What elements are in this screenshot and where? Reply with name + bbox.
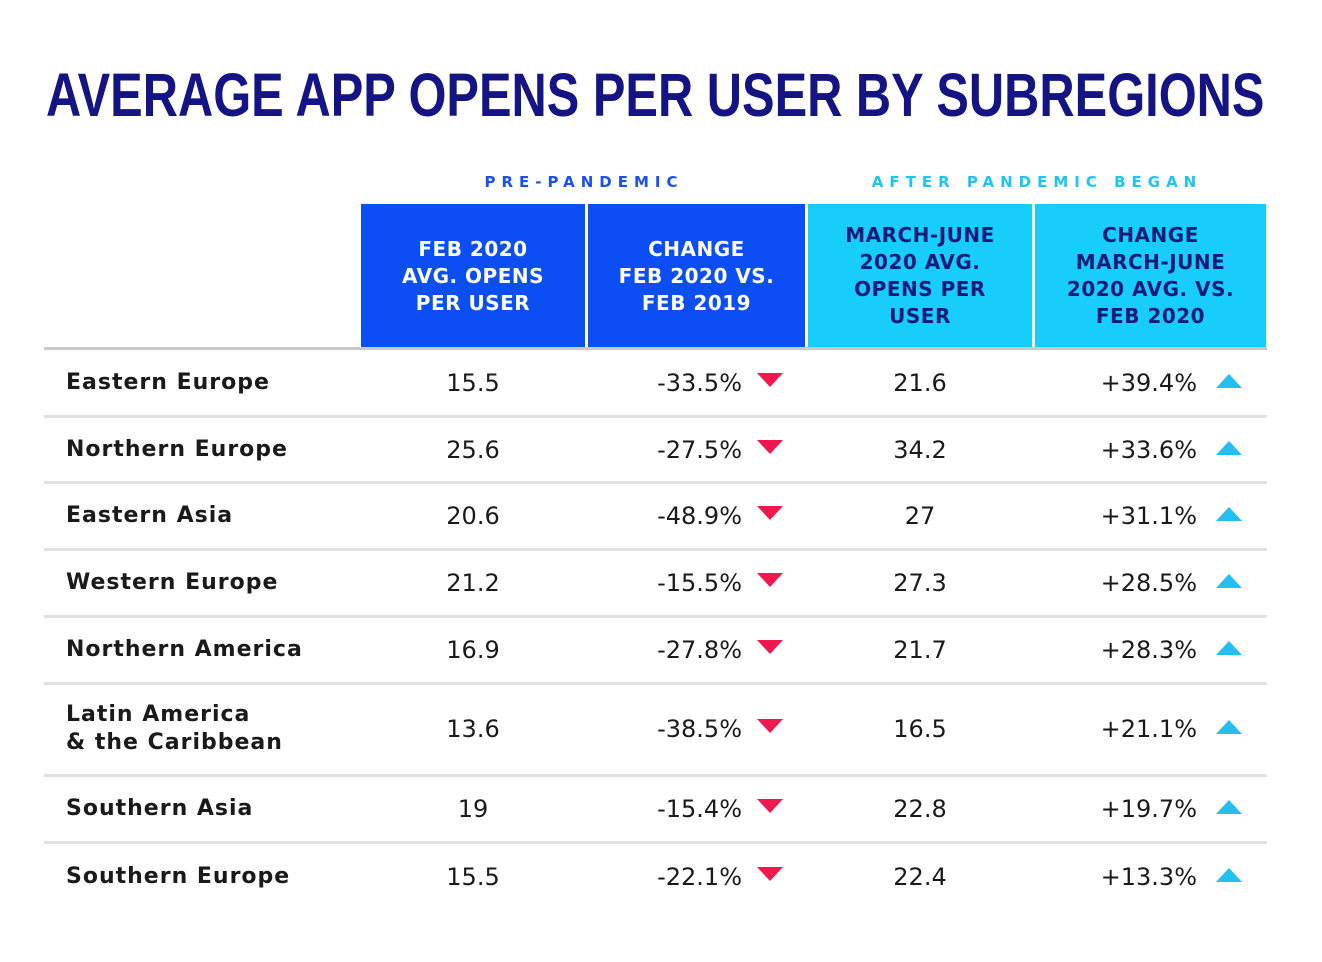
change-march-june-value: +31.1% (1100, 501, 1197, 530)
down-triangle-icon (757, 798, 783, 813)
feb-2020-avg-value: 20.6 (446, 501, 500, 530)
row-divider (44, 774, 1267, 777)
region-name: Southern Europe (66, 864, 291, 889)
table-row: Northern Europe 25.6 -27.5% 34.2 +33.6% (44, 417, 1267, 482)
down-triangle-icon (757, 867, 783, 881)
march-june-avg-value: 21.7 (893, 635, 947, 664)
down-triangle-icon (757, 572, 783, 587)
row-divider (44, 615, 1267, 618)
up-triangle-icon (1216, 440, 1242, 455)
feb-2020-avg-value: 15.5 (446, 863, 500, 891)
march-june-avg-value: 16.5 (893, 715, 947, 743)
feb-2020-avg-value: 21.2 (446, 568, 500, 597)
table-row: Western Europe 21.2 -15.5% 27.3 +28.5% (44, 550, 1267, 615)
up-triangle-icon (1216, 799, 1242, 814)
table-row: Eastern Asia 20.6 -48.9% 27 +31.1% (44, 483, 1267, 548)
march-june-avg-value: 22.8 (893, 794, 947, 823)
region-name: Northern America (66, 636, 303, 662)
down-triangle-icon (757, 719, 783, 733)
change-march-june-value: +13.3% (1100, 863, 1197, 891)
table-row: Northern America 16.9 -27.8% 21.7 +28.3% (44, 617, 1267, 682)
up-triangle-icon (1216, 506, 1242, 521)
page-title: AVERAGE APP OPENS PER USER BY SUBREGIONS (46, 61, 1265, 129)
change-feb-value: -27.8% (657, 635, 742, 664)
feb-2020-avg-value: 16.9 (446, 635, 500, 664)
region-name: Eastern Asia (66, 502, 234, 528)
down-triangle-icon (757, 439, 783, 454)
change-march-june-value: +39.4% (1100, 369, 1197, 397)
group-label-pre-pandemic: PRE-PANDEMIC (484, 173, 684, 191)
region-name: Eastern Europe (66, 370, 270, 395)
feb-2020-avg-value: 25.6 (446, 435, 500, 464)
column-header-change-feb: CHANGE FEB 2020 VS. FEB 2019 (588, 204, 805, 348)
change-march-june-value: +19.7% (1100, 794, 1197, 823)
down-triangle-icon (757, 639, 783, 654)
change-march-june-value: +21.1% (1100, 715, 1197, 743)
row-divider (44, 841, 1267, 844)
change-march-june-value: +33.6% (1100, 435, 1197, 464)
feb-2020-avg-value: 13.6 (446, 715, 500, 743)
change-feb-value: -15.4% (657, 794, 742, 823)
change-feb-value: -22.1% (657, 863, 742, 891)
table-row: Eastern Europe 15.5 -33.5% 21.6 +39.4% (44, 350, 1267, 416)
header-divider (44, 347, 1267, 350)
march-june-avg-value: 27 (904, 501, 936, 530)
row-divider (44, 481, 1267, 484)
table-row: Latin America & the Caribbean 13.6 -38.5% 1… (44, 684, 1267, 774)
down-triangle-icon (757, 373, 783, 387)
row-divider (44, 415, 1267, 418)
up-triangle-icon (1216, 573, 1242, 588)
up-triangle-icon (1216, 720, 1242, 734)
up-triangle-icon (1216, 868, 1242, 882)
column-header-change-march-june: CHANGE MARCH-JUNE 2020 AVG. VS. FEB 2020 (1035, 204, 1266, 348)
feb-2020-avg-value: 19 (457, 794, 489, 823)
down-triangle-icon (757, 505, 783, 520)
region-name: Latin America & the Caribbean (66, 702, 283, 755)
region-name: Western Europe (66, 569, 279, 595)
column-header-march-june-avg: MARCH-JUNE 2020 AVG. OPENS PER USER (808, 204, 1032, 348)
march-june-avg-value: 22.4 (893, 863, 947, 891)
change-feb-value: -38.5% (657, 715, 742, 743)
change-feb-value: -27.5% (657, 435, 742, 464)
column-header-feb-2020-avg: FEB 2020 AVG. OPENS PER USER (361, 204, 585, 348)
march-june-avg-value: 27.3 (893, 568, 947, 597)
up-triangle-icon (1216, 640, 1242, 655)
march-june-avg-value: 21.6 (893, 369, 947, 397)
march-june-avg-value: 34.2 (893, 435, 947, 464)
change-feb-value: -33.5% (657, 369, 742, 397)
row-divider (44, 548, 1267, 551)
up-triangle-icon (1216, 374, 1242, 388)
table-row: Southern Europe 15.5 -22.1% 22.4 +13.3% (44, 843, 1267, 911)
region-name: Northern Europe (66, 436, 288, 462)
change-feb-value: -15.5% (657, 568, 742, 597)
change-march-june-value: +28.5% (1100, 568, 1197, 597)
change-march-june-value: +28.3% (1100, 635, 1197, 664)
feb-2020-avg-value: 15.5 (446, 369, 500, 397)
change-feb-value: -48.9% (657, 501, 742, 530)
region-name: Southern Asia (66, 795, 254, 821)
table-row: Southern Asia 19 -15.4% 22.8 +19.7% (44, 776, 1267, 841)
row-divider (44, 682, 1267, 685)
group-label-after-pandemic: AFTER PANDEMIC BEGAN (871, 173, 1203, 191)
